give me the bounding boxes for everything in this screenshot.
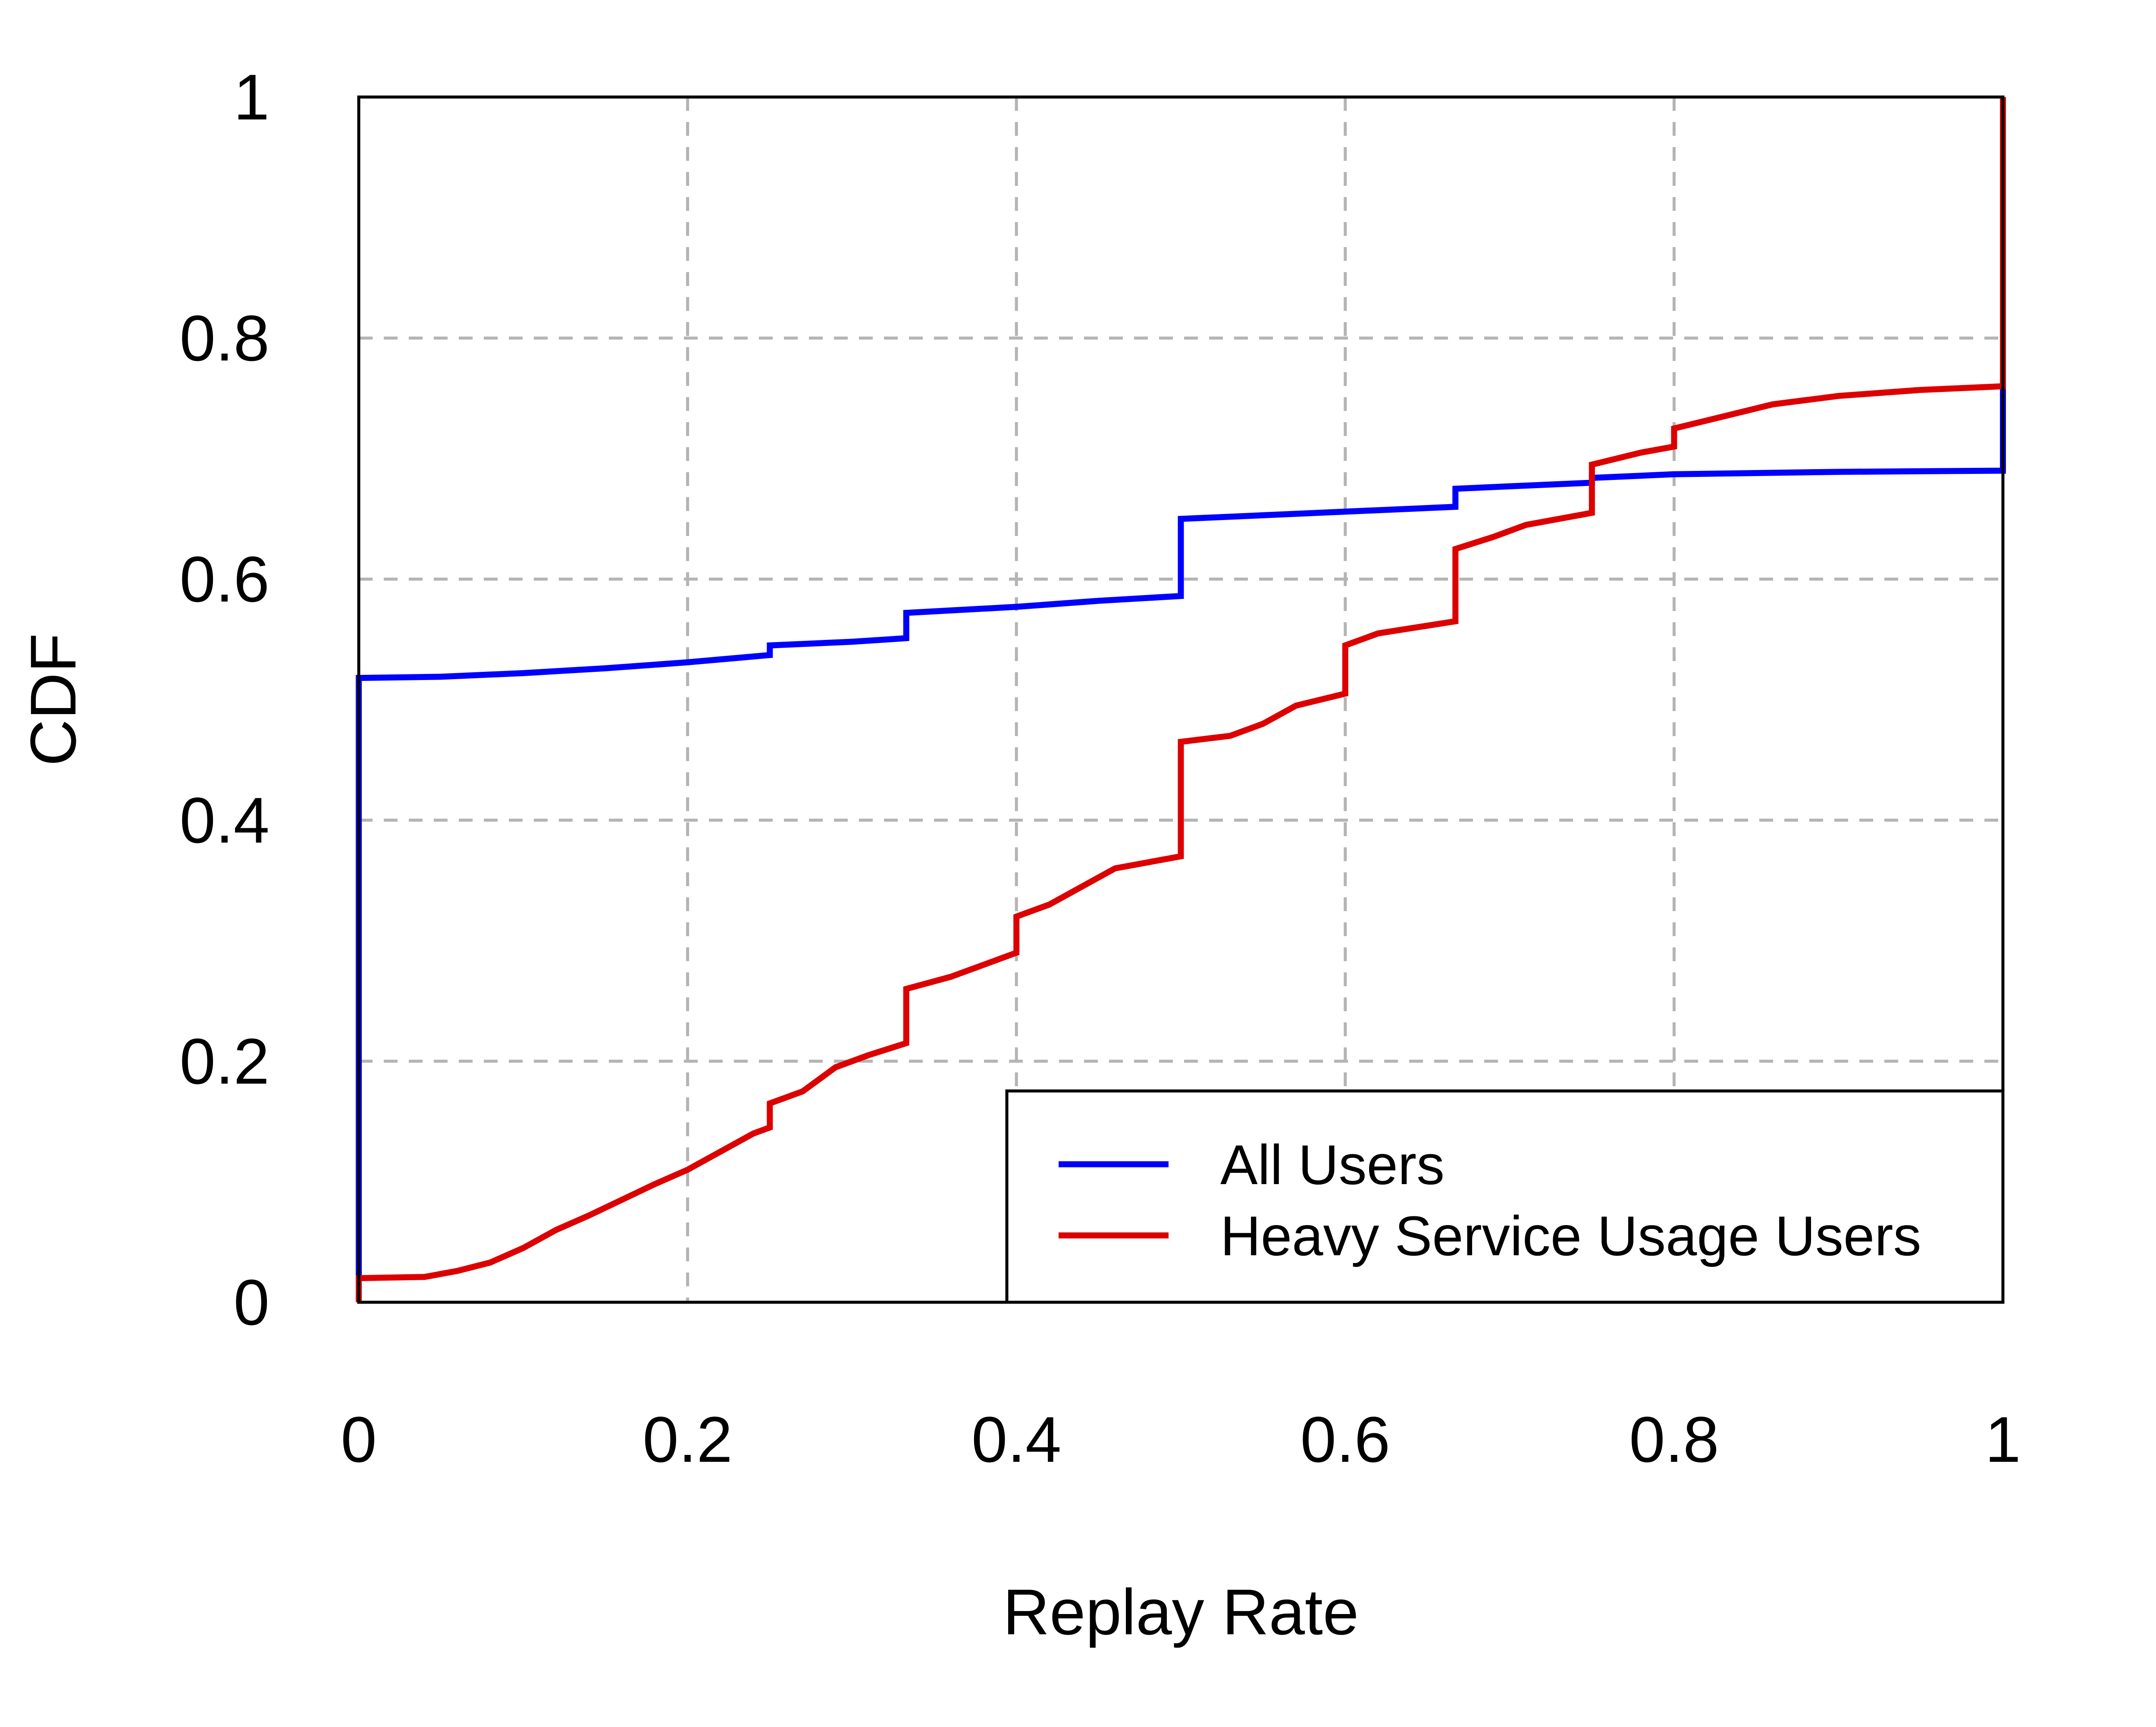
y-tick-label: 0.6 [179, 543, 270, 615]
x-tick-label: 0.4 [971, 1403, 1062, 1476]
y-tick-label: 0.2 [179, 1025, 270, 1097]
y-axis-label: CDF [17, 633, 89, 766]
y-tick-label: 0.4 [179, 784, 270, 856]
x-axis-label: Replay Rate [1003, 1576, 1359, 1648]
x-tick-label: 0 [341, 1403, 376, 1476]
legend: All Users Heavy Service Usage Users [1005, 1089, 2005, 1304]
tick-layer: 0 0.2 0.4 0.6 0.8 1 0 0.2 0.4 0.6 0.8 1 [179, 61, 2021, 1476]
y-tick-label: 0 [234, 1266, 270, 1338]
x-tick-label: 1 [1985, 1403, 2021, 1476]
series-line-1 [356, 97, 2006, 1302]
y-tick-label: 1 [234, 61, 270, 133]
legend-box [1005, 1089, 2005, 1304]
x-tick-label: 0.6 [1300, 1403, 1391, 1476]
series-layer [356, 97, 2006, 1302]
x-tick-label: 0.2 [642, 1403, 733, 1476]
legend-label-heavy-users: Heavy Service Usage Users [1220, 1204, 1921, 1267]
x-tick-label: 0.8 [1629, 1403, 1719, 1476]
y-tick-label: 0.8 [179, 302, 270, 374]
legend-label-all-users: All Users [1220, 1133, 1445, 1196]
